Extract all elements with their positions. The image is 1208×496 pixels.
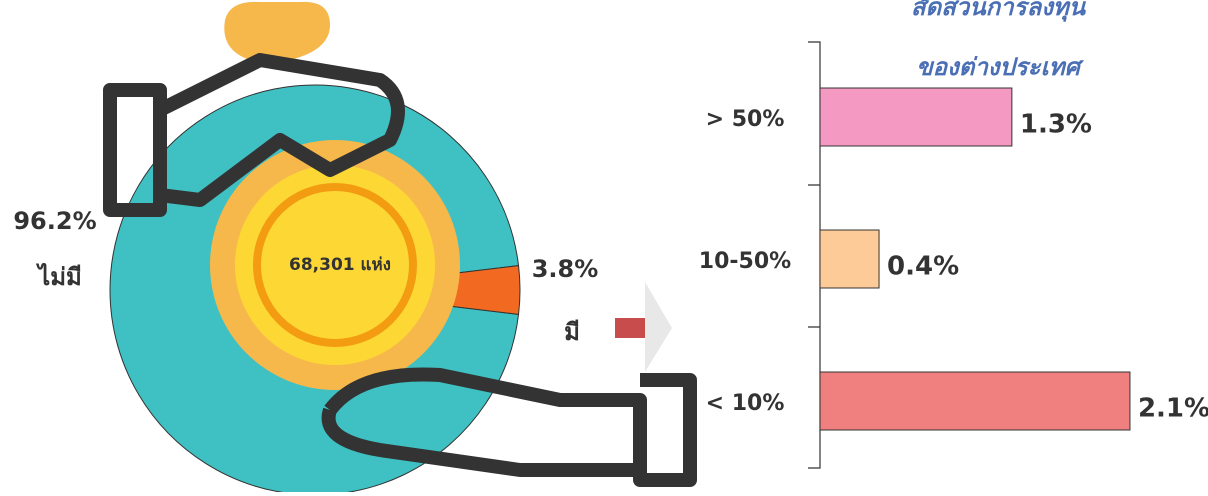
arrow-shadow [645,282,672,372]
center-label: 68,301 แห่ง [289,255,391,275]
hand-bottom [321,367,697,487]
category-label: < 10% [706,391,785,416]
value-label: 2.1% [1138,394,1208,424]
coin-illustration [103,1,697,487]
pie-labels: 68,301 แห่ง 96.2% ไม่มี 3.8% มี [13,207,598,346]
slice-label: ไม่มี [35,262,82,291]
slice-value-label: 96.2% [13,207,96,235]
slice-label: มี [564,318,580,346]
coin-ring [253,183,417,347]
bag-top [224,1,330,60]
bar [819,229,880,289]
chart-title: สัดส่วนการลงทุน [911,0,1087,22]
chart-subtitle: ของต่างประเทศ [916,53,1084,81]
value-label: 0.4% [887,252,959,282]
bar [819,87,1013,147]
bar [819,371,1131,431]
axis [808,41,821,469]
value-label: 1.3% [1020,110,1092,140]
category-label: 10-50% [699,249,791,274]
coin [235,165,435,365]
category-label: > 50% [706,107,785,132]
hand-top [103,53,405,217]
slice-value-label: 3.8% [532,255,599,283]
